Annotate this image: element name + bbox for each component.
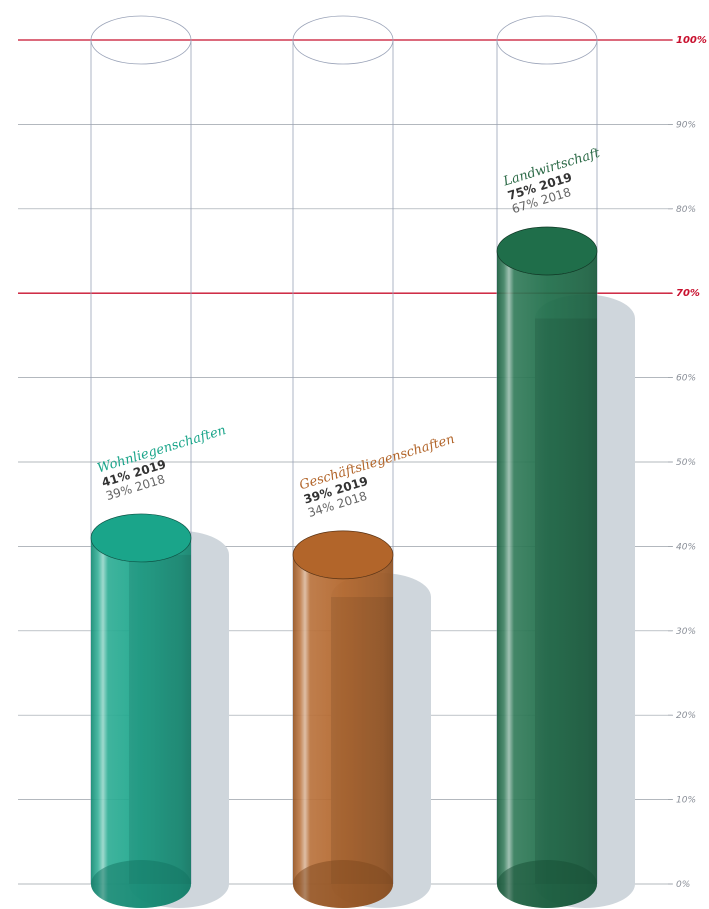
bar-top-2 [292, 530, 394, 580]
y-tick-label: 30% [676, 627, 696, 637]
bar-2019-2 [293, 554, 393, 908]
bar-base-2 [293, 860, 393, 908]
y-tick-label: 60% [676, 374, 696, 384]
bar-2019-1 [91, 537, 191, 908]
y-tick-label: 10% [676, 796, 696, 806]
bar-overlap-1 [129, 554, 191, 884]
bar-base-1 [91, 860, 191, 908]
y-tick-label: 80% [676, 205, 696, 215]
bar-top-1 [90, 513, 192, 563]
bar-overlap-2 [331, 597, 393, 884]
glass-tube-top-3 [496, 15, 598, 65]
y-tick-label: 50% [676, 458, 696, 468]
bar-2019-3 [497, 251, 597, 908]
y-tick-label: 100% [676, 35, 707, 46]
cylinder-group-1 [90, 15, 229, 908]
bar-overlap-3 [535, 318, 597, 884]
y-tick-label: 90% [676, 120, 696, 130]
bar-top-3 [496, 226, 598, 276]
cylinder-group-2 [292, 15, 431, 908]
glass-tube-top-1 [90, 15, 192, 65]
bar-base-3 [497, 860, 597, 908]
glass-tube-top-2 [292, 15, 394, 65]
y-tick-label: 40% [676, 542, 696, 552]
category-label: Geschäftsliegenschaften [298, 432, 457, 494]
cylinder-group-3 [496, 15, 635, 908]
y-tick-label: 20% [676, 711, 696, 721]
y-tick-label: 70% [676, 288, 700, 299]
y-tick-label: 0% [676, 880, 690, 890]
